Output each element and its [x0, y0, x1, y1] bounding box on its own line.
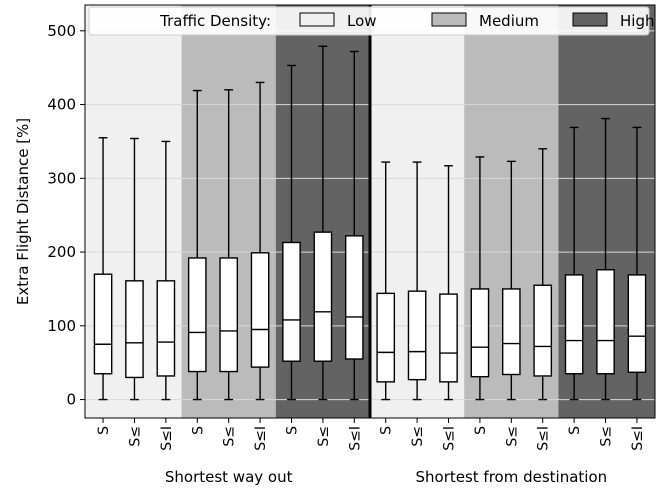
x-tick-label: S≤: [410, 426, 426, 447]
y-axis: 0 100 200 300 400 500: [47, 22, 85, 409]
x-tick-label: S≤: [316, 426, 332, 447]
legend-swatch: [431, 12, 467, 27]
box: [282, 241, 301, 362]
x-tick-label: S≤I: [442, 426, 458, 451]
x-tick-label: S≤: [127, 426, 143, 447]
x-tick-label: S≤: [504, 426, 520, 447]
x-tick-label: S≤I: [159, 426, 175, 451]
box: [125, 280, 144, 379]
box: [156, 280, 176, 377]
x-tick-label: S: [190, 426, 206, 435]
y-tick-label: 400: [47, 96, 76, 114]
y-tick-label: 100: [47, 317, 76, 335]
x-tick-label: S≤I: [536, 426, 552, 451]
legend-label: Medium: [479, 12, 539, 30]
legend-swatch: [299, 12, 335, 27]
x-tick-label: S≤: [599, 426, 615, 447]
legend-title: Traffic Density:: [159, 12, 271, 30]
x-axis: S S≤ S≤I S S≤ S≤I S S≤ S≤I S S≤ S≤I S S≤ S≤I S S≤ S≤I Shor…: [96, 418, 646, 486]
box: [376, 292, 396, 383]
box: [501, 288, 521, 376]
box: [533, 284, 553, 377]
box: [187, 257, 207, 373]
x-tick-label: S: [284, 426, 300, 435]
box: [596, 269, 615, 375]
box: [344, 235, 364, 360]
box: [627, 274, 647, 373]
box: [564, 274, 584, 375]
x-tick-label: S≤I: [630, 426, 646, 451]
box: [219, 257, 239, 373]
x-tick-label: S: [96, 426, 112, 435]
x-tick-label: S: [473, 426, 489, 435]
legend-label: High: [620, 12, 654, 30]
y-tick-label: 300: [47, 169, 76, 187]
group-label: Shortest from destination: [415, 468, 607, 486]
x-tick-label: S≤I: [253, 426, 269, 451]
boxes: [93, 45, 647, 401]
box: [250, 252, 270, 368]
legend: Traffic Density: Low Medium High: [88, 6, 654, 36]
y-tick-label: 500: [47, 22, 76, 40]
legend-box: [88, 6, 650, 36]
plot-frame: [84, 4, 656, 419]
y-tick-label: 200: [47, 243, 76, 261]
x-tick-label: S: [567, 426, 583, 435]
x-tick-label: S≤: [222, 426, 238, 447]
legend-swatch: [572, 12, 608, 27]
x-tick-label: S: [379, 426, 395, 435]
group-label: Shortest way out: [165, 468, 293, 486]
box: [407, 290, 427, 381]
box: [439, 293, 458, 383]
y-tick-label: 0: [66, 391, 76, 409]
box: [313, 231, 333, 362]
x-tick-label: S≤I: [347, 426, 363, 451]
box: [470, 288, 490, 378]
legend-label: Low: [347, 12, 377, 30]
y-axis-label: Extra Flight Distance [%]: [14, 118, 32, 305]
box: [93, 273, 113, 375]
